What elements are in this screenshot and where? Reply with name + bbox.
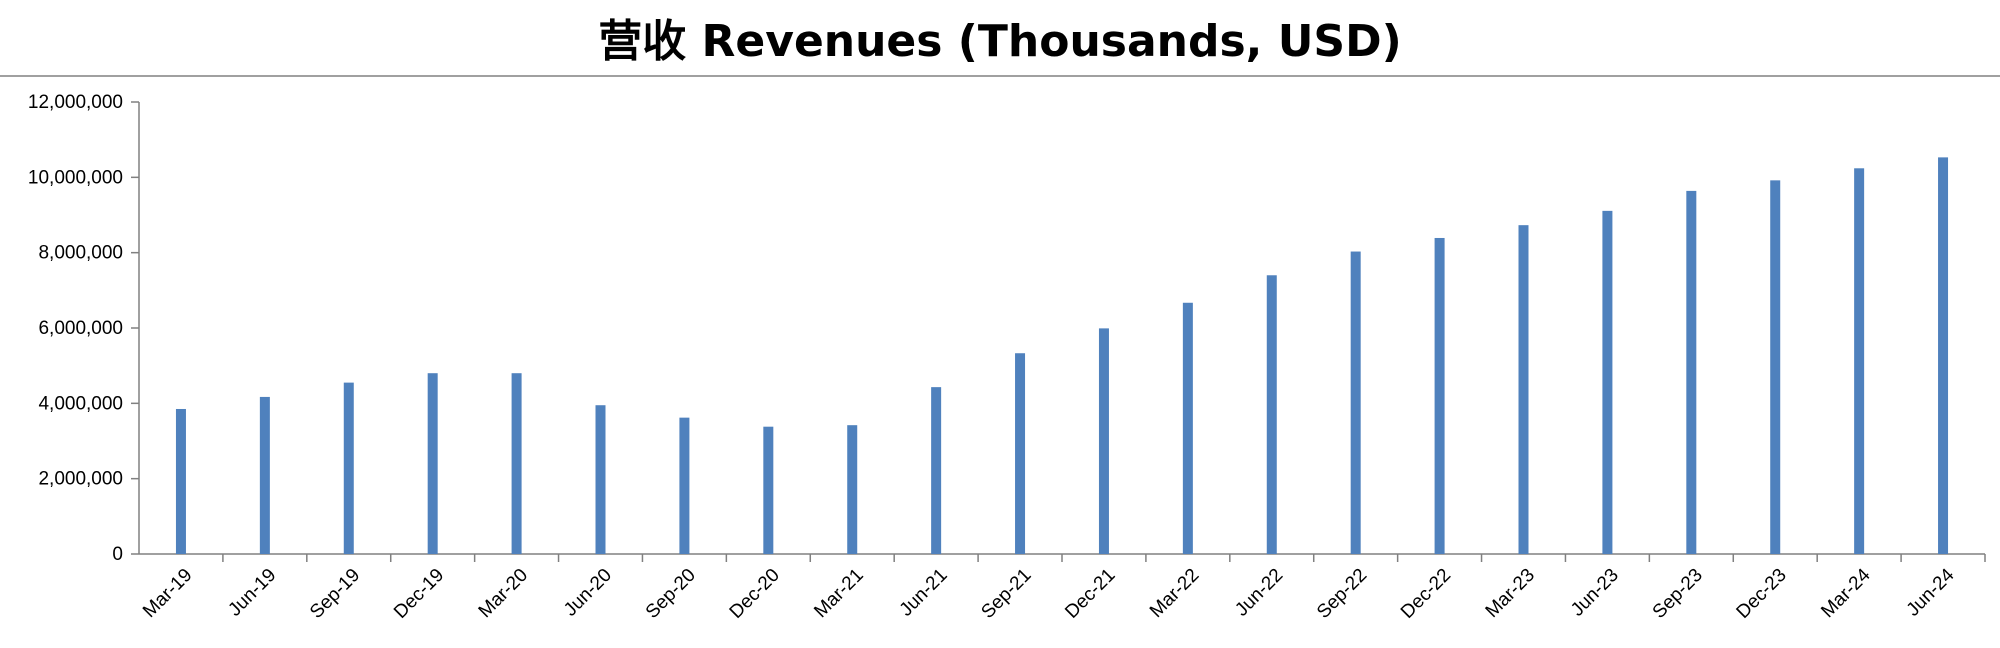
- x-tick-label: Dec-22: [1397, 565, 1455, 623]
- x-tick-label: Dec-20: [726, 565, 784, 623]
- bar-sep-22: [1350, 251, 1361, 554]
- bar-jun-19: [259, 396, 270, 554]
- x-tick-label: Mar-19: [139, 565, 196, 622]
- x-tick-label: Sep-21: [977, 565, 1035, 623]
- y-tick-label: 12,000,000: [28, 92, 123, 113]
- bar-sep-23: [1686, 190, 1697, 555]
- bar-mar-24: [1854, 168, 1865, 554]
- x-tick-label: Sep-20: [642, 565, 700, 623]
- x-tick-label: Sep-23: [1649, 565, 1707, 623]
- x-tick-label: Jun-22: [1231, 565, 1287, 621]
- x-tick-label: Mar-23: [1482, 565, 1539, 622]
- bar-jun-23: [1602, 210, 1613, 554]
- x-tick-label: Jun-21: [896, 565, 952, 621]
- bar-sep-20: [679, 417, 690, 554]
- bar-jun-22: [1266, 275, 1277, 554]
- y-tick-label: 8,000,000: [38, 243, 123, 264]
- bar-dec-21: [1098, 328, 1109, 554]
- x-tick-label: Mar-22: [1146, 565, 1203, 622]
- y-tick-label: 0: [112, 544, 123, 565]
- y-axis: 0 2,000,000 4,000,000 6,000,000 8,000,000 10,…: [28, 92, 140, 565]
- bar-mar-23: [1518, 225, 1529, 555]
- bar-mar-21: [847, 425, 858, 554]
- bar-sep-19: [343, 382, 354, 554]
- bar-series: [175, 157, 1949, 555]
- x-tick-label: Jun-24: [1903, 564, 1959, 620]
- bar-jun-20: [595, 405, 606, 554]
- bar-jun-24: [1938, 157, 1949, 554]
- bar-dec-20: [763, 426, 774, 554]
- x-tick-label: Mar-24: [1817, 564, 1875, 622]
- x-tick-label: Mar-21: [810, 565, 867, 622]
- bar-mar-19: [175, 408, 186, 554]
- x-tick-label: Sep-19: [306, 565, 364, 623]
- bar-dec-23: [1770, 180, 1781, 554]
- y-tick-label: 10,000,000: [28, 167, 123, 188]
- x-tick-label: Mar-20: [475, 565, 532, 622]
- x-tick-label: Dec-23: [1733, 565, 1791, 623]
- bar-mar-20: [511, 373, 522, 554]
- y-tick-label: 4,000,000: [38, 393, 123, 414]
- x-tick-label: Jun-20: [560, 565, 616, 621]
- x-tick-label: Dec-21: [1061, 565, 1119, 623]
- x-tick-label: Jun-19: [224, 565, 280, 621]
- y-tick-label: 2,000,000: [38, 469, 123, 490]
- y-tick-label: 6,000,000: [38, 318, 123, 339]
- x-tick-label: Dec-19: [390, 565, 448, 623]
- chart-title: 营收 Revenues (Thousands, USD): [598, 16, 1402, 67]
- bar-mar-22: [1182, 302, 1193, 554]
- bar-dec-22: [1434, 237, 1445, 554]
- bar-jun-21: [931, 387, 942, 554]
- bar-sep-21: [1015, 353, 1026, 554]
- x-axis: Mar-19 Jun-19 Sep-19 Dec-19 Mar-20 Jun-20 Sep-…: [139, 553, 1986, 623]
- x-tick-label: Jun-23: [1567, 565, 1623, 621]
- x-tick-label: Sep-22: [1313, 565, 1371, 623]
- bar-dec-19: [427, 373, 438, 554]
